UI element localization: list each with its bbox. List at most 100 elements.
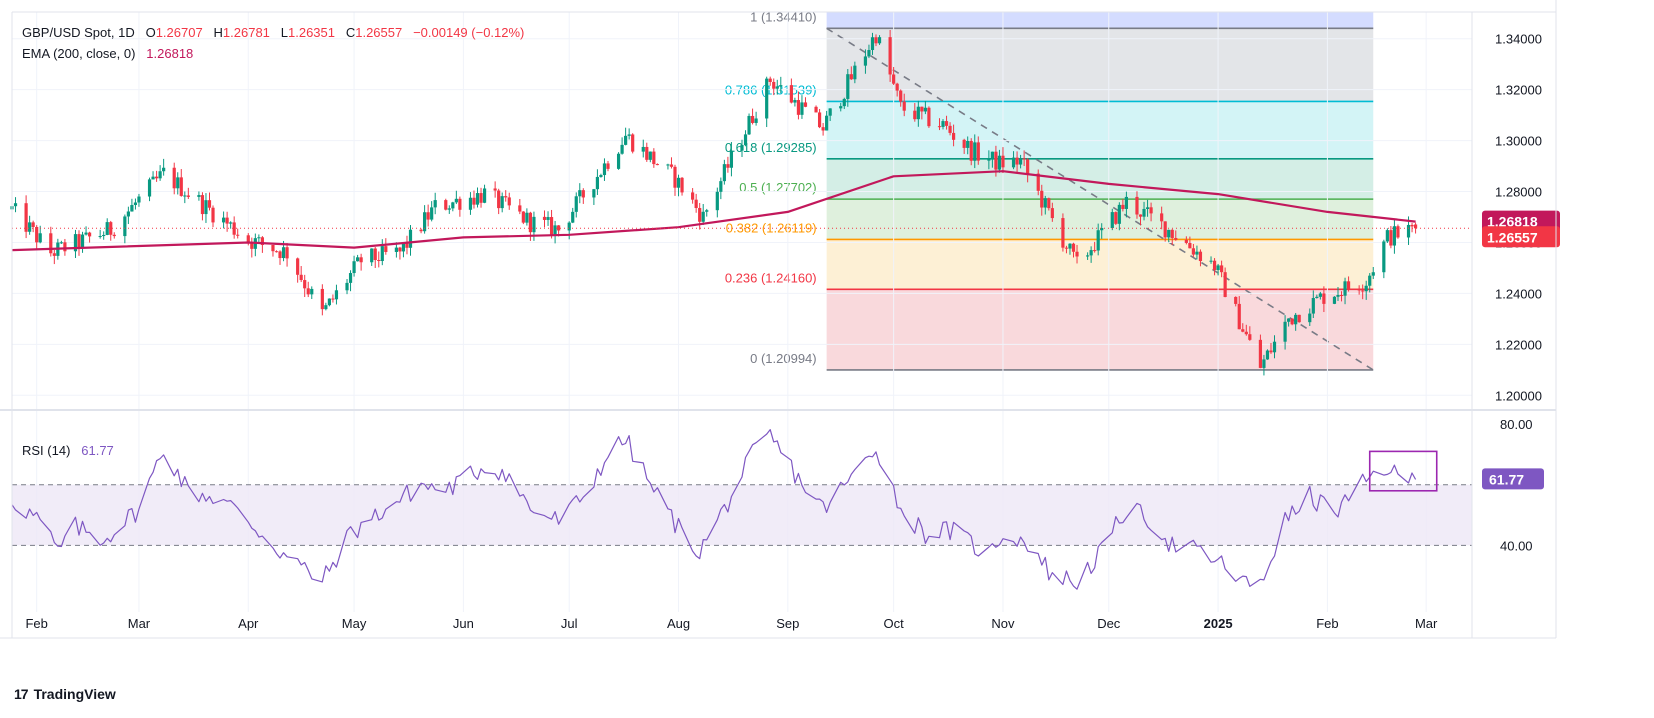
- candle-body: [666, 164, 670, 166]
- ohlc-legend: GBP/USD Spot, 1D O1.26707 H1.26781 L1.26…: [22, 25, 524, 40]
- candle-body: [112, 234, 116, 237]
- candle-body: [482, 188, 487, 203]
- candle-body: [1371, 272, 1375, 276]
- candle-body: [444, 200, 448, 210]
- candle: [1121, 198, 1125, 212]
- candle-body: [105, 222, 109, 235]
- ema-label: EMA (200, close, 0): [22, 46, 136, 61]
- tradingview-logo[interactable]: 17 TradingView: [14, 686, 116, 702]
- rsi-tick-label: 40.00: [1500, 538, 1533, 553]
- candle: [846, 68, 850, 107]
- candle: [73, 229, 78, 258]
- candle: [1241, 323, 1245, 333]
- candle-body: [1040, 190, 1044, 208]
- candle: [377, 251, 381, 268]
- candle: [825, 110, 829, 131]
- candle: [616, 152, 621, 170]
- candle-body: [176, 177, 180, 189]
- candle-body: [49, 233, 53, 254]
- price-tick-label: 1.24000: [1495, 286, 1542, 301]
- candle: [253, 233, 257, 257]
- candle-body: [59, 242, 63, 244]
- candle-body: [1184, 239, 1188, 243]
- candle-body: [394, 247, 398, 252]
- candle: [701, 204, 705, 225]
- candle-body: [701, 211, 705, 222]
- candle-body: [606, 163, 610, 169]
- candle: [1050, 202, 1054, 222]
- candle: [867, 44, 871, 59]
- candle-body: [892, 74, 896, 84]
- fib-label-0: 0 (1.20994): [750, 351, 817, 366]
- high-label: H: [213, 25, 223, 40]
- candle-body: [941, 121, 945, 127]
- candle: [973, 134, 977, 169]
- candle: [430, 201, 434, 222]
- candle: [356, 254, 360, 262]
- candle: [458, 196, 462, 217]
- candle: [1272, 335, 1277, 359]
- price-tick-label: 1.20000: [1495, 388, 1542, 403]
- candle-body: [772, 81, 776, 89]
- candle: [1145, 199, 1150, 217]
- candle: [821, 122, 825, 136]
- candle-body: [1262, 359, 1266, 368]
- candle-body: [278, 251, 282, 259]
- candle-body: [232, 222, 236, 235]
- candle: [419, 228, 423, 234]
- rsi-value-label: 61.77: [1489, 471, 1524, 487]
- ema-line: [11, 170, 1416, 252]
- candle-body: [1265, 350, 1270, 360]
- candle-body: [990, 151, 994, 160]
- candle: [394, 242, 398, 258]
- candle: [1015, 151, 1019, 174]
- candle: [1287, 318, 1291, 327]
- candle: [595, 169, 600, 195]
- candle: [1385, 228, 1389, 244]
- candle-body: [225, 217, 229, 224]
- candle-body: [151, 176, 155, 180]
- candle: [937, 118, 942, 131]
- candle: [493, 181, 497, 198]
- candle-body: [1343, 281, 1347, 296]
- candle: [768, 76, 772, 86]
- candle-body: [102, 234, 106, 237]
- candle: [1110, 208, 1114, 231]
- candle-body: [1315, 296, 1319, 298]
- candle: [581, 188, 585, 204]
- candle: [765, 76, 769, 128]
- candle: [1262, 354, 1266, 376]
- candle-body: [839, 106, 843, 109]
- candle-body: [211, 207, 215, 223]
- candle-body: [271, 244, 275, 252]
- candle: [842, 97, 846, 110]
- candle: [1294, 312, 1298, 331]
- candle: [1212, 258, 1217, 276]
- candle: [274, 250, 279, 253]
- candle: [631, 133, 635, 154]
- rsi-highlight-box: [1368, 450, 1438, 492]
- candle: [1149, 202, 1153, 222]
- candle: [902, 93, 906, 117]
- high-value: 1.26781: [222, 25, 270, 40]
- candle-body: [1209, 260, 1213, 262]
- candle-body: [334, 290, 339, 300]
- candle-body: [694, 199, 698, 208]
- candle-body: [1297, 314, 1301, 323]
- candle: [944, 115, 949, 130]
- candle-body: [472, 197, 476, 205]
- candle-body: [303, 280, 307, 289]
- candle-body: [1389, 230, 1393, 246]
- candle: [951, 124, 956, 147]
- candle-body: [525, 212, 529, 223]
- candle-body: [1223, 272, 1227, 297]
- symbol-title: GBP/USD Spot, 1D: [22, 25, 135, 40]
- candle: [1368, 273, 1372, 293]
- time-tick-label: Feb: [1316, 616, 1338, 631]
- open-value: 1.26707: [155, 25, 203, 40]
- candle-body: [645, 146, 649, 160]
- candle: [1061, 213, 1065, 252]
- candle-body: [52, 253, 56, 256]
- candle-body: [493, 188, 497, 191]
- candle-body: [673, 166, 677, 188]
